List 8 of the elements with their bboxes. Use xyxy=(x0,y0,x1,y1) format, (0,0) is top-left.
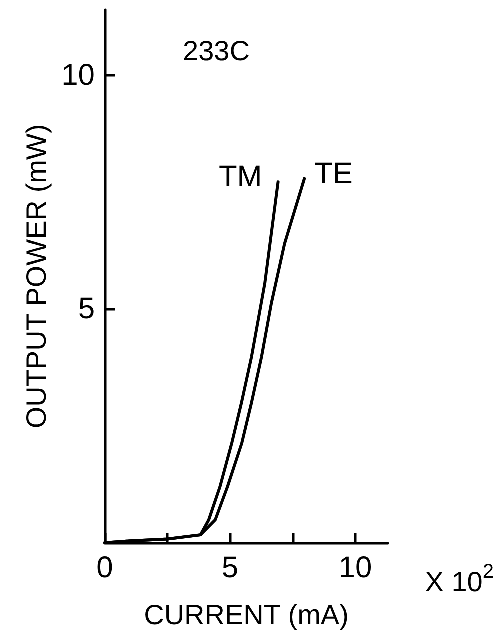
x-tick-label: 0 xyxy=(96,552,114,584)
series-label: TM xyxy=(218,160,262,194)
text: 233C xyxy=(183,36,250,66)
series-label: TE xyxy=(314,157,353,190)
x-tick-label: 5 xyxy=(222,552,239,584)
x-axis-title: CURRENT (mA) xyxy=(144,600,349,630)
x-tick-label: 10 xyxy=(338,552,372,584)
y-axis-title: OUTPUT POWER (mW) xyxy=(21,124,52,429)
